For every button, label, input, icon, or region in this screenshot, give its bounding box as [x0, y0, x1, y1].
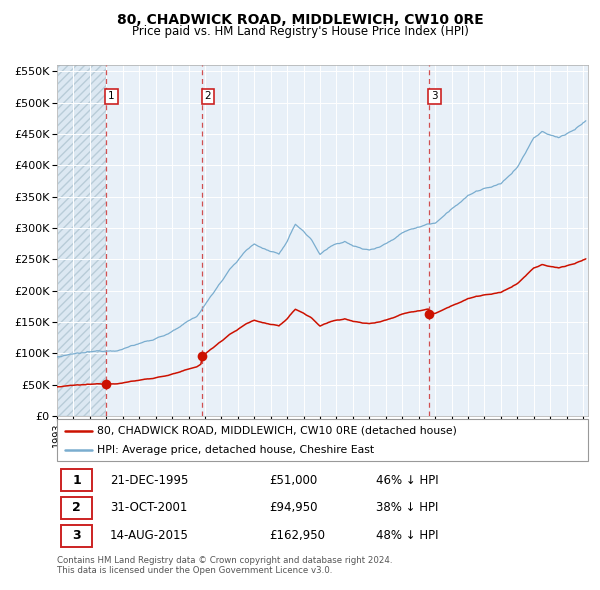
Text: 1: 1	[72, 474, 81, 487]
Text: 3: 3	[73, 529, 81, 542]
Text: 21-DEC-1995: 21-DEC-1995	[110, 474, 188, 487]
Text: This data is licensed under the Open Government Licence v3.0.: This data is licensed under the Open Gov…	[57, 566, 332, 575]
FancyBboxPatch shape	[61, 525, 92, 548]
Text: 80, CHADWICK ROAD, MIDDLEWICH, CW10 0RE (detached house): 80, CHADWICK ROAD, MIDDLEWICH, CW10 0RE …	[97, 426, 457, 436]
Text: 3: 3	[431, 91, 438, 101]
Text: Contains HM Land Registry data © Crown copyright and database right 2024.: Contains HM Land Registry data © Crown c…	[57, 556, 392, 565]
Text: 1: 1	[108, 91, 115, 101]
Text: £162,950: £162,950	[269, 529, 325, 542]
FancyBboxPatch shape	[61, 497, 92, 519]
Text: 31-OCT-2001: 31-OCT-2001	[110, 502, 187, 514]
Bar	[106, 65, 588, 416]
Text: Price paid vs. HM Land Registry's House Price Index (HPI): Price paid vs. HM Land Registry's House …	[131, 25, 469, 38]
Text: £51,000: £51,000	[269, 474, 317, 487]
Text: 80, CHADWICK ROAD, MIDDLEWICH, CW10 0RE: 80, CHADWICK ROAD, MIDDLEWICH, CW10 0RE	[116, 13, 484, 27]
Text: 2: 2	[205, 91, 211, 101]
Text: £94,950: £94,950	[269, 502, 318, 514]
Text: 48% ↓ HPI: 48% ↓ HPI	[376, 529, 438, 542]
Bar	[57, 65, 106, 416]
Text: 38% ↓ HPI: 38% ↓ HPI	[376, 502, 438, 514]
FancyBboxPatch shape	[57, 419, 588, 461]
FancyBboxPatch shape	[61, 468, 92, 491]
Text: HPI: Average price, detached house, Cheshire East: HPI: Average price, detached house, Ches…	[97, 445, 374, 455]
Text: 46% ↓ HPI: 46% ↓ HPI	[376, 474, 438, 487]
Text: 14-AUG-2015: 14-AUG-2015	[110, 529, 189, 542]
Text: 2: 2	[72, 502, 81, 514]
